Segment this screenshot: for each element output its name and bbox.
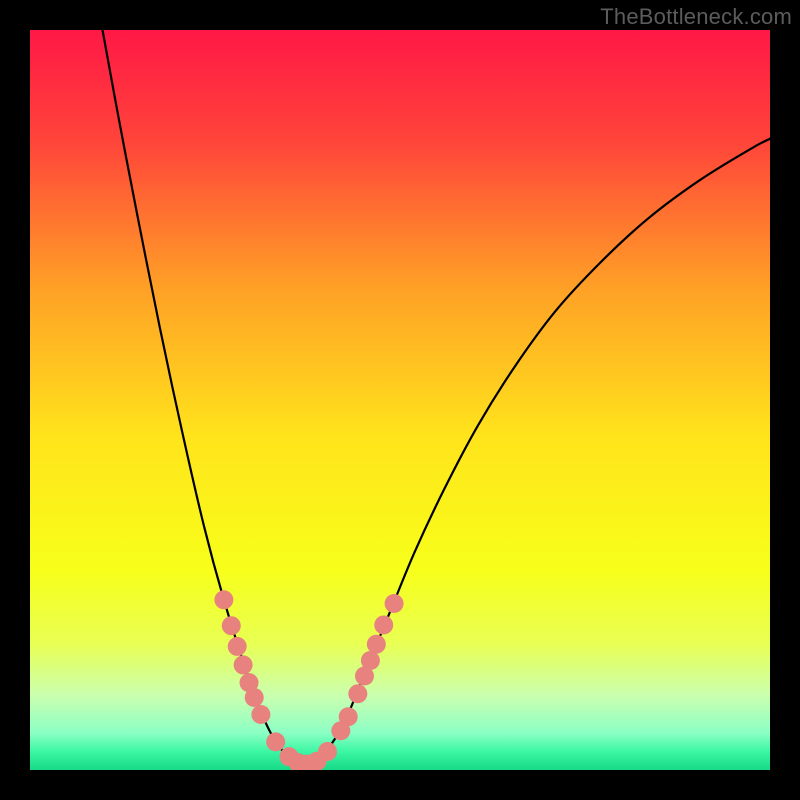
data-marker (374, 615, 393, 634)
bottleneck-chart (0, 0, 800, 800)
data-marker (367, 635, 386, 654)
data-marker (245, 688, 264, 707)
data-marker (385, 594, 404, 613)
data-marker (348, 684, 367, 703)
data-marker (228, 637, 247, 656)
data-marker (214, 590, 233, 609)
plot-background (30, 30, 770, 770)
data-marker (222, 616, 241, 635)
data-marker (234, 655, 253, 674)
data-marker (251, 705, 270, 724)
data-marker (266, 732, 285, 751)
data-marker (361, 651, 380, 670)
data-marker (318, 742, 337, 761)
watermark-text: TheBottleneck.com (600, 4, 792, 30)
chart-container: TheBottleneck.com (0, 0, 800, 800)
data-marker (339, 707, 358, 726)
